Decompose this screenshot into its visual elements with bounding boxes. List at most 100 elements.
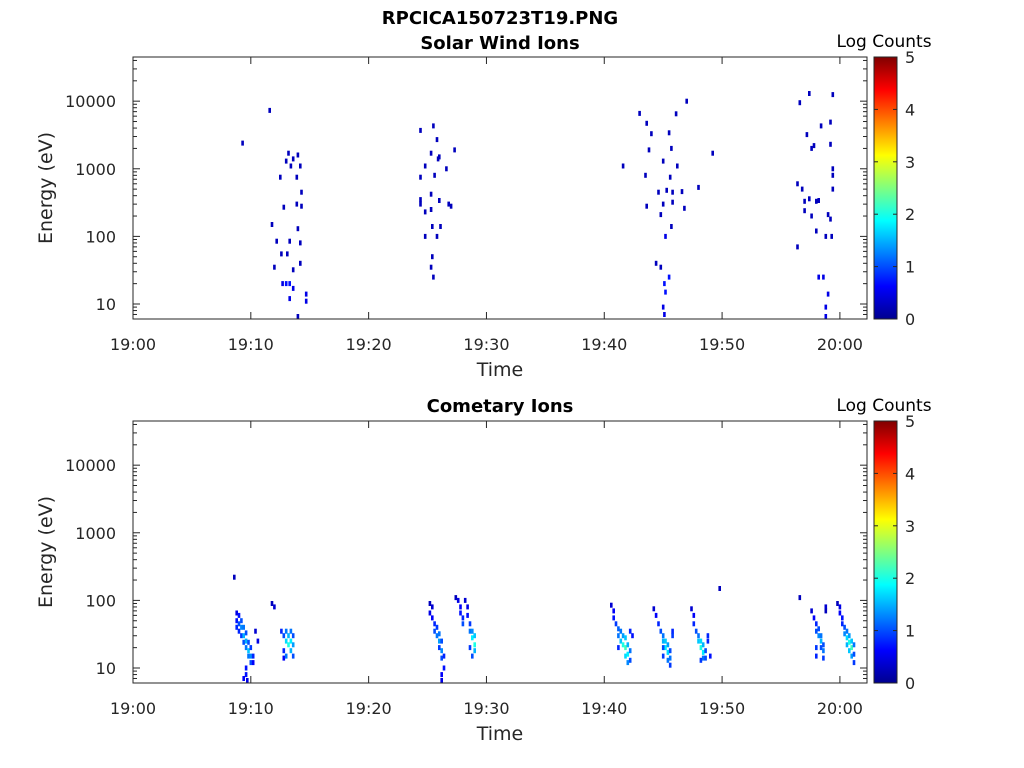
count-cell <box>251 660 255 666</box>
count-cell <box>657 189 660 195</box>
x-tick-label: 19:10 <box>228 699 274 718</box>
count-cell <box>419 127 422 133</box>
y-tick-label: 100 <box>85 591 116 610</box>
x-tick-label: 19:40 <box>581 335 627 354</box>
count-cell <box>841 621 844 627</box>
count-cell <box>624 653 627 659</box>
count-cell <box>831 166 835 172</box>
count-cell <box>440 648 443 654</box>
count-cell <box>812 143 816 149</box>
count-cell <box>831 172 835 178</box>
plot-area <box>133 57 867 319</box>
count-cell <box>628 657 632 663</box>
count-cell <box>665 187 668 193</box>
count-cell <box>692 621 696 627</box>
count-cell <box>671 628 674 634</box>
count-cell <box>654 612 658 618</box>
count-cell <box>435 233 439 239</box>
count-cell <box>280 628 283 634</box>
count-cell <box>442 653 446 659</box>
count-cell <box>819 123 823 129</box>
count-cell <box>429 191 433 197</box>
count-cell <box>664 289 667 295</box>
count-cell <box>808 196 811 202</box>
count-cell <box>291 156 295 162</box>
count-cell <box>289 163 293 169</box>
count-cell <box>242 633 245 639</box>
count-cell <box>621 633 625 639</box>
count-cell <box>822 642 825 648</box>
count-cell <box>838 610 842 616</box>
count-cell <box>848 648 851 654</box>
count-cell <box>471 628 474 634</box>
count-cell <box>423 163 427 169</box>
count-cell <box>826 212 830 218</box>
count-cell <box>826 291 830 297</box>
count-cell <box>822 274 825 280</box>
count-cell <box>718 586 721 591</box>
count-cell <box>449 203 453 209</box>
plot-frame <box>132 56 868 320</box>
count-cell <box>683 205 686 211</box>
count-cell <box>429 264 433 270</box>
y-axis-ticks: 10 100 1000 10000 <box>65 423 867 684</box>
count-cell <box>617 645 620 651</box>
count-cell <box>244 638 248 644</box>
colorbar-tick-label: 2 <box>905 569 915 588</box>
count-cell <box>666 657 670 663</box>
count-cell <box>668 662 672 668</box>
count-cell <box>235 610 238 616</box>
data-marks <box>241 91 835 319</box>
count-cell <box>843 624 846 630</box>
count-cell <box>289 638 293 644</box>
count-cell <box>433 628 436 634</box>
count-cell <box>282 648 286 654</box>
count-cell <box>838 604 842 610</box>
x-tick-label: 19:20 <box>346 335 392 354</box>
count-cell <box>796 244 799 250</box>
count-cell <box>829 119 832 125</box>
count-cell <box>631 633 634 639</box>
count-cell <box>796 181 799 187</box>
count-cell <box>288 238 291 244</box>
count-cell <box>419 201 422 207</box>
count-cell <box>287 150 290 156</box>
count-cell <box>661 653 665 659</box>
count-cell <box>671 189 674 195</box>
count-cell <box>244 645 248 651</box>
cometary-ions-panel: Cometary Ions 19:00 19:10 19:20 19:30 19:40 1… <box>35 396 932 745</box>
count-cell <box>300 189 303 195</box>
colorbar-tick-label: 1 <box>905 622 915 641</box>
plot-frame <box>132 420 868 684</box>
count-cell <box>810 213 813 219</box>
count-cell <box>445 166 448 172</box>
colorbar-tick-label: 2 <box>905 205 915 224</box>
count-cell <box>280 251 283 257</box>
x-tick-label: 19:30 <box>463 335 509 354</box>
count-cell <box>850 638 853 644</box>
count-cell <box>284 158 288 164</box>
count-cell <box>428 610 432 616</box>
count-cell <box>617 626 620 632</box>
count-cell <box>438 154 441 160</box>
count-cell <box>291 653 295 659</box>
count-cell <box>674 111 678 117</box>
count-cell <box>468 645 472 651</box>
x-axis-label: Time <box>476 359 524 381</box>
y-tick-label: 10 <box>96 295 116 314</box>
count-cell <box>614 621 618 627</box>
count-cell <box>701 655 705 661</box>
count-cell <box>244 665 248 671</box>
count-cell <box>456 597 460 603</box>
count-cell <box>661 645 665 651</box>
count-cell <box>284 628 288 634</box>
count-cell <box>850 653 853 659</box>
count-cell <box>438 638 441 644</box>
count-cell <box>706 633 710 639</box>
count-cell <box>270 222 274 227</box>
count-cell <box>709 653 712 659</box>
count-cell <box>701 649 705 655</box>
count-cell <box>435 633 439 639</box>
count-cell <box>798 100 802 106</box>
count-cell <box>670 224 673 229</box>
